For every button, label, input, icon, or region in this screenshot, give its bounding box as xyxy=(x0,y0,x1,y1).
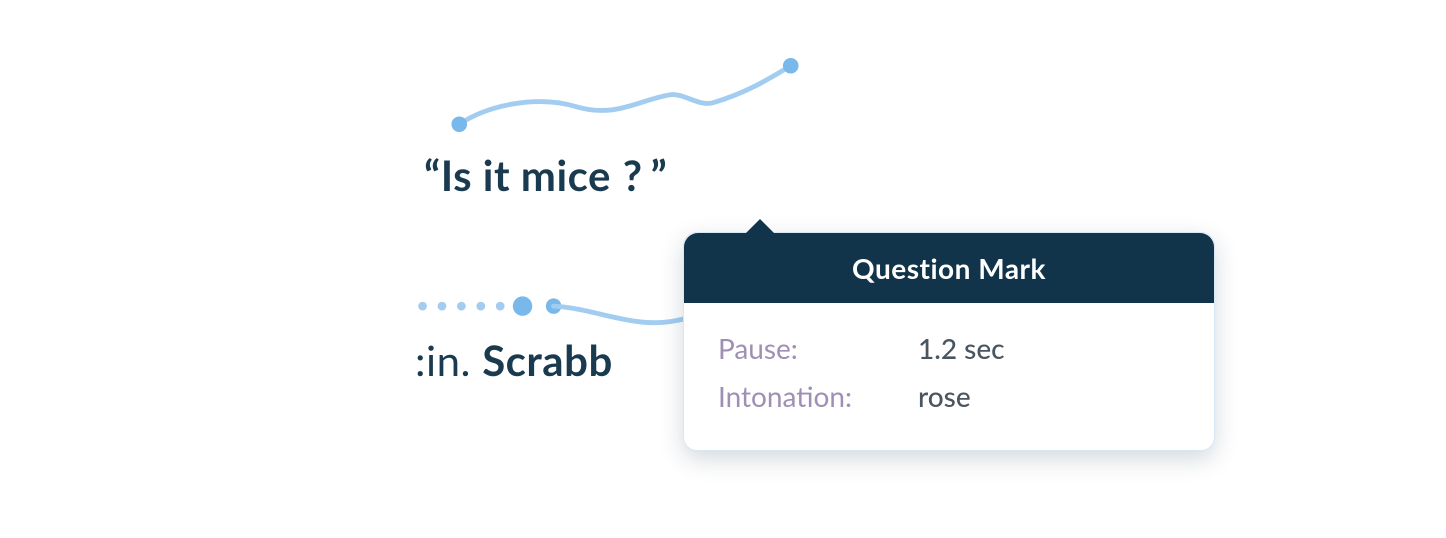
tooltip-intonation-value: rose xyxy=(918,373,971,421)
lead-dot xyxy=(496,302,505,311)
intonation-end-dot-1 xyxy=(783,58,799,74)
tooltip-row-pause: Pause: 1.2 sec xyxy=(718,325,1180,373)
sentence-2-word: Scrabb xyxy=(482,335,613,385)
lead-big-dot xyxy=(513,296,532,315)
tooltip-title: Question Mark xyxy=(684,233,1214,303)
lead-dot xyxy=(457,302,466,311)
question-mark[interactable]: ? xyxy=(623,150,643,200)
tooltip-arrow-icon xyxy=(744,219,776,235)
punctuation-tooltip: Question Mark Pause: 1.2 sec Intonation:… xyxy=(683,232,1215,451)
tooltip-body: Pause: 1.2 sec Intonation: rose xyxy=(684,303,1214,450)
sentence-line-1: “Is it mice ?” xyxy=(424,150,667,200)
sentence-2-prefix: :in. xyxy=(415,335,482,385)
intonation-start-dot-1 xyxy=(451,116,467,132)
tooltip-intonation-label: Intonation: xyxy=(718,373,918,421)
close-quote: ” xyxy=(651,150,668,200)
tooltip-pause-label: Pause: xyxy=(718,325,918,373)
lead-dot xyxy=(476,302,485,311)
tooltip-row-intonation: Intonation: rose xyxy=(718,373,1180,421)
intonation-path-1 xyxy=(459,66,791,125)
lead-dot xyxy=(418,302,427,311)
canvas: “Is it mice ?” :in. Scrabb Question Mark… xyxy=(0,0,1446,538)
tooltip-pause-value: 1.2 sec xyxy=(918,325,1005,373)
open-quote: “ xyxy=(424,150,441,200)
lead-dot xyxy=(438,302,447,311)
sentence-line-2: :in. Scrabb xyxy=(415,335,613,385)
intonation-line-1 xyxy=(430,55,820,135)
sentence-1-text: Is it mice xyxy=(441,150,617,200)
